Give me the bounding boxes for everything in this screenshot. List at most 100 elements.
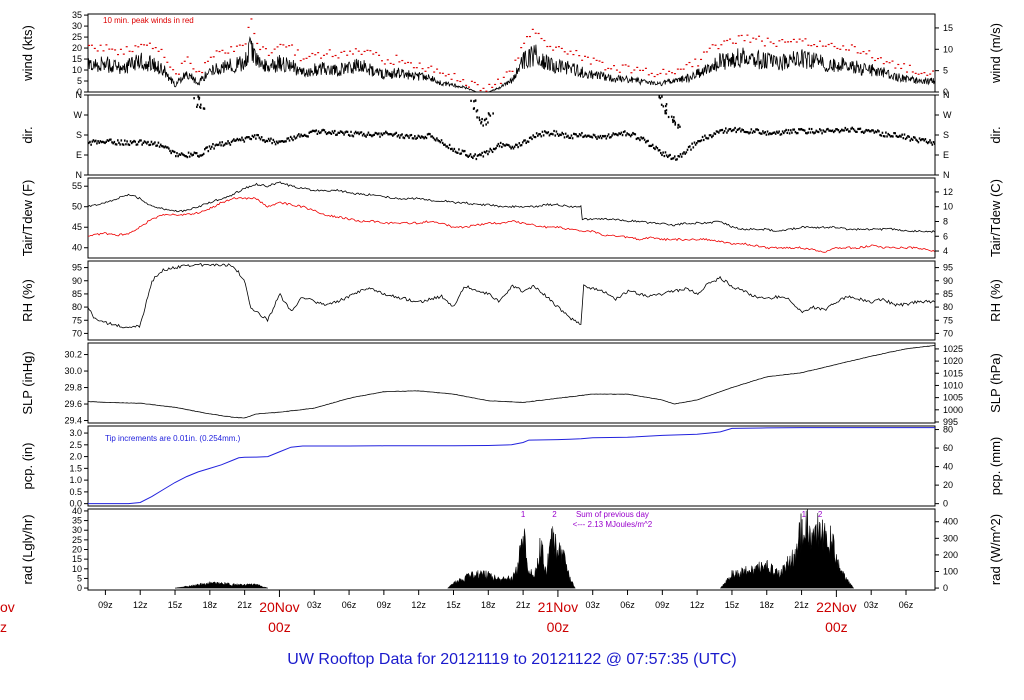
dir-dot — [402, 136, 405, 139]
dir-dot — [546, 132, 548, 135]
peak-wind-dot — [195, 71, 198, 73]
peak-wind-dot — [137, 46, 140, 48]
dir-dot — [157, 141, 160, 144]
peak-wind-dot — [526, 36, 529, 38]
peak-wind-dot — [682, 68, 685, 70]
y-tick-label-right: 40 — [943, 462, 953, 472]
panel-plot-area — [88, 181, 935, 253]
dir-dot — [793, 128, 796, 131]
dir-dot — [185, 155, 188, 158]
dir-dot — [476, 109, 479, 112]
dir-dot — [568, 136, 570, 140]
y-tick-label-left: W — [74, 110, 83, 120]
dir-dot — [747, 131, 749, 134]
dir-dot — [918, 137, 921, 140]
dir-dot — [933, 142, 935, 145]
dir-dot — [769, 132, 771, 135]
peak-wind-dot — [607, 67, 610, 70]
dir-dot — [488, 113, 490, 116]
peak-wind-dot — [534, 32, 537, 34]
dir-dot — [162, 145, 164, 148]
dir-dot — [214, 144, 217, 147]
dir-dot — [390, 133, 393, 136]
peak-wind-dot — [114, 49, 117, 51]
y-axis-label-left: RH (%) — [20, 279, 35, 322]
dir-dot — [272, 138, 275, 142]
peak-wind-dot — [401, 59, 404, 62]
dir-dot — [653, 146, 655, 150]
dir-dot — [148, 143, 150, 147]
dir-dot — [621, 134, 624, 137]
peak-wind-dot — [903, 63, 906, 65]
dir-dot — [340, 130, 343, 134]
dir-dot — [591, 136, 594, 139]
dir-dot — [512, 147, 515, 150]
peak-wind-dot — [624, 64, 627, 66]
dir-dot — [453, 147, 456, 151]
dir-dot — [472, 156, 474, 160]
peak-wind-dot — [905, 71, 908, 73]
dir-dot — [178, 153, 181, 156]
dir-dot — [480, 122, 482, 125]
sun-marker-label: 2 — [818, 510, 823, 519]
dir-dot — [581, 131, 583, 135]
dir-dot — [677, 155, 680, 158]
dir-dot — [685, 151, 688, 154]
day-label-time: 00z — [547, 619, 570, 635]
dir-dot — [679, 153, 682, 156]
dir-dot — [646, 140, 648, 143]
dir-dot — [627, 133, 630, 136]
dir-dot — [310, 130, 313, 133]
dir-dot — [636, 137, 639, 140]
dir-dot — [815, 129, 818, 132]
dir-dot — [859, 127, 862, 130]
dir-dot — [813, 132, 815, 135]
dir-dot — [120, 139, 123, 142]
peak-wind-dot — [343, 50, 346, 52]
y-tick-label-right: 70 — [943, 328, 953, 338]
dir-dot — [197, 154, 199, 158]
dir-dot — [518, 142, 521, 145]
y-tick-label-right: 200 — [943, 550, 958, 560]
dir-dot — [196, 103, 199, 106]
dir-dot — [489, 114, 492, 117]
dir-dot — [183, 154, 185, 157]
dir-dot — [289, 135, 292, 139]
panel-slp: 29.4 29.6 29.8 30.0 30.2 995 1000 1005 1010 1015 1… — [20, 342, 1003, 427]
dir-dot — [440, 139, 443, 142]
dir-dot — [748, 132, 750, 135]
dir-dot — [262, 139, 264, 142]
dir-dot — [534, 136, 537, 139]
x-tick-label: 12z — [411, 600, 426, 610]
dir-dot — [220, 144, 222, 147]
peak-wind-dot — [781, 39, 784, 41]
peak-wind-dot — [679, 68, 682, 70]
dir-dot — [878, 130, 880, 133]
dir-dot — [816, 130, 819, 133]
dir-dot — [364, 134, 366, 137]
dir-dot — [91, 140, 94, 143]
dir-dot — [517, 146, 519, 149]
y-tick-label-right: 1000 — [943, 405, 963, 415]
dir-dot — [350, 130, 352, 133]
dir-dot — [888, 133, 891, 137]
dir-dot — [295, 136, 298, 139]
dir-dot — [494, 148, 496, 151]
y-tick-label-right: 400 — [943, 517, 958, 527]
dir-dot — [722, 131, 725, 134]
peak-wind-dot — [644, 67, 647, 69]
peak-wind-dot — [415, 67, 418, 69]
peak-wind-dot — [325, 53, 328, 55]
dir-dot — [881, 131, 884, 134]
peak-wind-dot — [853, 46, 856, 48]
dir-dot — [812, 131, 814, 134]
peak-wind-dot — [627, 65, 630, 67]
y-tick-label-right: 60 — [943, 443, 953, 453]
dir-dot — [779, 133, 782, 136]
dir-dot — [414, 135, 416, 138]
dir-dot — [583, 135, 586, 138]
y-tick-label-right: 1005 — [943, 393, 963, 403]
dir-dot — [519, 144, 522, 147]
dir-dot — [388, 133, 391, 136]
dir-dot — [670, 115, 673, 118]
